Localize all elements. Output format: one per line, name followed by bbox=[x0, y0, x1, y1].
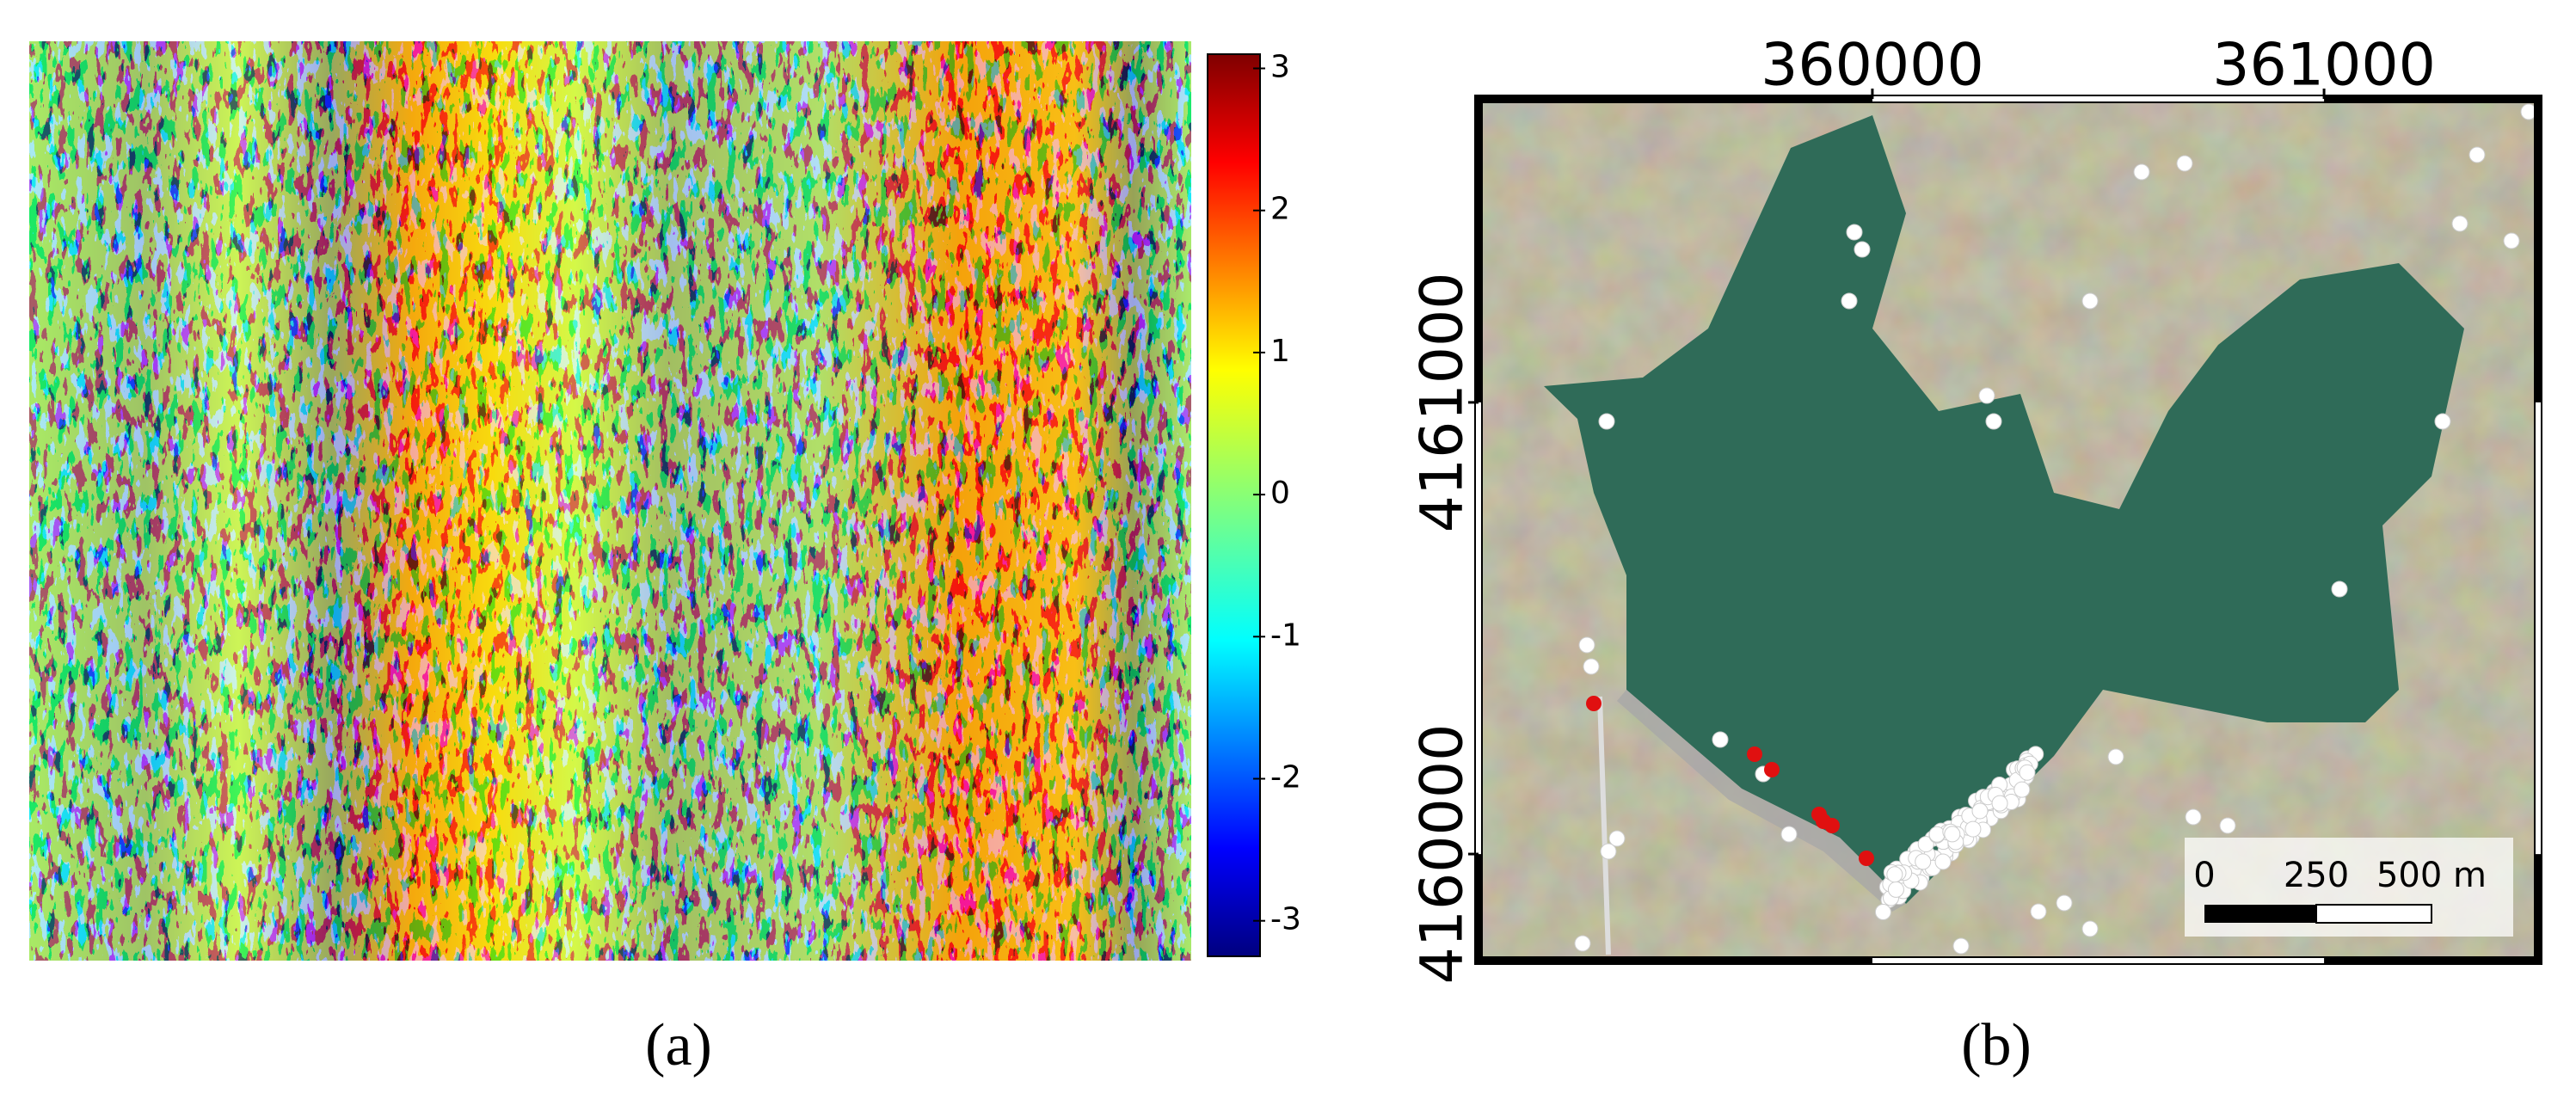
point bbox=[1887, 881, 1904, 898]
points bbox=[1574, 103, 2537, 955]
reservoir bbox=[1544, 115, 2464, 904]
x-tick-label: 361000 bbox=[2212, 32, 2436, 100]
point bbox=[1928, 826, 1946, 843]
point bbox=[2081, 292, 2099, 310]
point bbox=[1952, 937, 1970, 955]
point bbox=[1915, 853, 1932, 870]
colorbar-tick-label: 0 bbox=[1270, 476, 1290, 511]
point-red bbox=[1747, 746, 1762, 762]
point bbox=[2056, 894, 2073, 912]
point bbox=[1978, 387, 1995, 404]
panel-label: (a) bbox=[645, 1012, 712, 1078]
point bbox=[1874, 903, 1891, 920]
dam bbox=[1617, 690, 1906, 912]
scalebar-label: 500 m bbox=[2376, 856, 2487, 895]
point bbox=[1934, 853, 1952, 870]
point bbox=[2107, 748, 2124, 765]
point bbox=[1608, 830, 1626, 847]
point bbox=[1780, 826, 1798, 843]
point bbox=[1971, 802, 1989, 820]
interferogram-noise bbox=[29, 41, 1191, 961]
point-red bbox=[1764, 762, 1780, 777]
point bbox=[2133, 163, 2150, 181]
scalebar: 0 250 500 m bbox=[2185, 838, 2513, 937]
colorbar-tick-label: -1 bbox=[1270, 617, 1301, 653]
road bbox=[1597, 696, 1611, 955]
point bbox=[1991, 795, 2008, 812]
colorbar-tick-label: 1 bbox=[1270, 334, 1290, 369]
point bbox=[1944, 826, 1961, 843]
point bbox=[2185, 808, 2202, 826]
colorbar bbox=[1207, 53, 1261, 957]
point bbox=[1574, 935, 1591, 952]
y-tick-label: 4161000 bbox=[1409, 272, 1477, 532]
point bbox=[2081, 920, 2099, 937]
point bbox=[1917, 836, 1934, 853]
point-red bbox=[1859, 851, 1874, 866]
point bbox=[1854, 241, 1871, 258]
point bbox=[2030, 903, 2047, 920]
point bbox=[2331, 580, 2348, 598]
point bbox=[1712, 731, 1729, 748]
colorbar-tick-label: -3 bbox=[1270, 902, 1301, 937]
colorbar-tick-label: -2 bbox=[1270, 760, 1301, 796]
scalebar-label: 0 bbox=[2193, 856, 2215, 895]
point bbox=[1886, 866, 1903, 883]
point bbox=[2503, 232, 2520, 249]
colorbar-tick-label: 3 bbox=[1270, 50, 1290, 85]
scalebar-black bbox=[2204, 905, 2316, 923]
point-red bbox=[1824, 818, 1840, 833]
point-red bbox=[1586, 696, 1602, 711]
point bbox=[1964, 820, 1982, 838]
point bbox=[2219, 817, 2236, 834]
point bbox=[2176, 155, 2193, 172]
point bbox=[1600, 843, 1617, 860]
point bbox=[2468, 146, 2486, 163]
point bbox=[2451, 215, 2468, 232]
x-tick-label: 360000 bbox=[1761, 32, 1984, 100]
point bbox=[1846, 224, 1863, 241]
point bbox=[1841, 292, 1858, 310]
point bbox=[1583, 658, 1600, 675]
y-tick-label: 4160000 bbox=[1409, 724, 1477, 985]
point bbox=[2013, 781, 2031, 798]
point bbox=[2434, 413, 2451, 430]
point bbox=[1985, 413, 2002, 430]
point bbox=[1578, 636, 1595, 654]
scalebar-label: 250 bbox=[2284, 856, 2349, 895]
colorbar-tick-label: 2 bbox=[1270, 192, 1290, 227]
panel-label: (b) bbox=[1961, 1012, 2032, 1078]
point bbox=[2019, 764, 2036, 781]
point bbox=[1598, 413, 1615, 430]
scalebar-white bbox=[2315, 904, 2432, 924]
